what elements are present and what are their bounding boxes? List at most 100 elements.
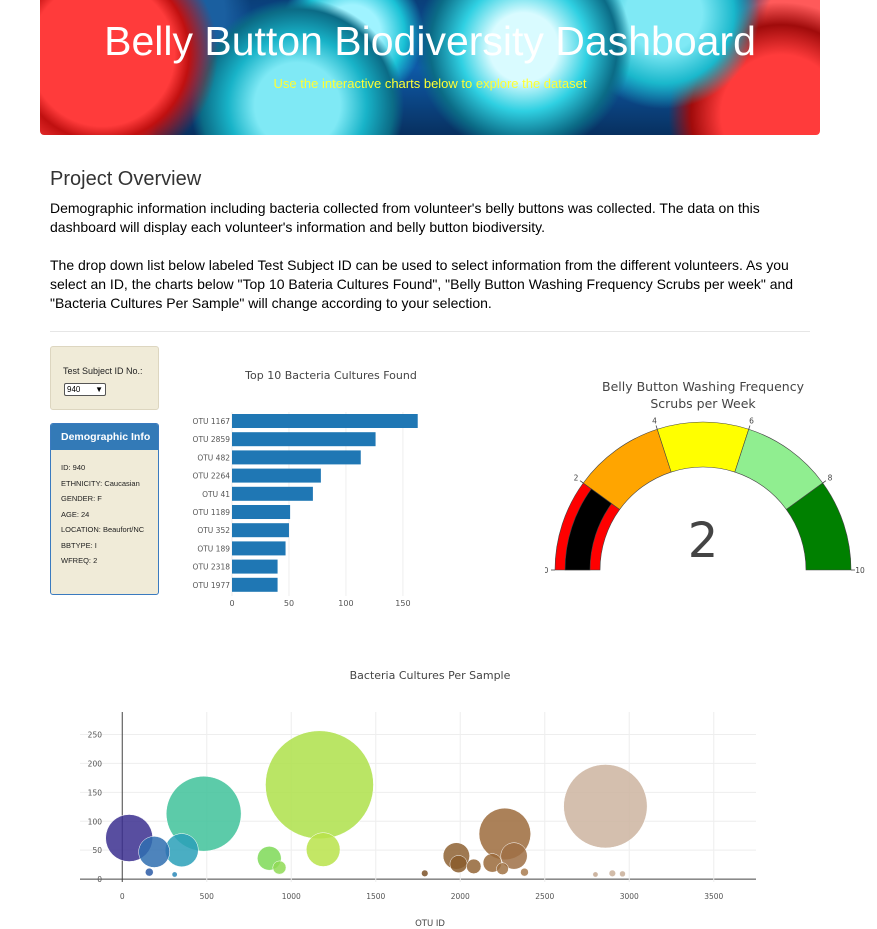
bar-category-label: OTU 2264	[193, 472, 231, 481]
gauge-subtitle: Scrubs per Week	[650, 396, 756, 411]
bubble-y-tick-label: 250	[88, 730, 103, 739]
bar	[232, 414, 418, 428]
chevron-down-icon: ▼	[95, 385, 103, 394]
bubble-x-tick-label: 3500	[704, 892, 723, 901]
gauge-tick-label: 8	[828, 474, 833, 483]
washing-frequency-gauge: Belly Button Washing Frequency Scrubs per…	[545, 379, 865, 575]
bubble-point	[500, 842, 528, 870]
gauge-tick-label: 6	[749, 417, 754, 426]
bar	[232, 541, 286, 556]
demographic-row: ID: 940	[61, 463, 86, 472]
bar	[232, 505, 291, 519]
overview-heading: Project Overview	[50, 168, 202, 190]
bubble-point	[138, 836, 171, 868]
bubble-point	[592, 871, 599, 878]
bubble-x-tick-label: 0	[120, 892, 125, 901]
gauge-tick	[748, 425, 751, 430]
bubble-chart-title: Bacteria Cultures Per Sample	[350, 669, 511, 682]
demographic-info-panel: Demographic Info ID: 940 ETHNICITY: Cauca…	[50, 423, 159, 595]
project-overview: Project Overview Demographic information…	[50, 168, 810, 313]
gauge-tick-label: 10	[855, 566, 865, 575]
bar	[232, 577, 278, 592]
page-title: Belly Button Biodiversity Dashboard	[104, 18, 756, 64]
header-banner: Belly Button Biodiversity Dashboard Use …	[40, 0, 820, 135]
gauge-tick	[822, 480, 827, 484]
bar-chart-title: Top 10 Bacteria Cultures Found	[244, 369, 417, 382]
gauge-tick-label: 0	[545, 566, 549, 575]
bubble-x-tick-label: 500	[200, 892, 215, 901]
gauge-tick	[579, 480, 584, 484]
gauge-title: Belly Button Washing Frequency	[602, 379, 805, 394]
top10-bar-chart: Top 10 Bacteria Cultures Found 0 50 100 150 O…	[193, 369, 418, 608]
bubble-x-tick-label: 1000	[282, 892, 301, 901]
test-subject-select-value: 940	[67, 385, 81, 394]
page-subtitle: Use the interactive charts below to expl…	[273, 76, 587, 91]
gauge-tick-label: 2	[574, 474, 579, 483]
bubble-x-tick-label: 3000	[620, 892, 639, 901]
bar	[232, 523, 289, 538]
bubble-point	[608, 869, 616, 877]
divider	[50, 331, 810, 332]
overview-paragraph-1: Demographic information including bacter…	[50, 200, 760, 235]
bubble-point	[563, 764, 648, 849]
bar	[232, 432, 376, 447]
demographic-row: GENDER: F	[61, 494, 102, 503]
bubble-x-tick-label: 2000	[451, 892, 470, 901]
bar-category-label: OTU 352	[197, 526, 230, 535]
bar-x-tick-label: 100	[338, 599, 353, 608]
bar-x-tick-label: 0	[229, 599, 234, 608]
bar-category-label: OTU 189	[197, 544, 230, 553]
demographic-row: WFREQ: 2	[61, 556, 98, 565]
overview-paragraph-2: The drop down list below labeled Test Su…	[50, 257, 794, 311]
demographic-row: LOCATION: Beaufort/NC	[61, 525, 145, 534]
bubble-point	[619, 870, 626, 878]
bubble-y-tick-label: 150	[88, 788, 103, 797]
bubble-point	[466, 858, 482, 874]
bubble-y-tick-label: 200	[88, 759, 103, 768]
demographic-row: ETHNICITY: Caucasian	[61, 478, 140, 488]
bar-category-label: OTU 1167	[193, 417, 231, 426]
test-subject-selector-panel: Test Subject ID No.: 940 ▼	[50, 346, 159, 410]
bubble-y-tick-label: 0	[97, 875, 102, 884]
bar-category-label: OTU 41	[202, 490, 230, 499]
test-subject-label: Test Subject ID No.:	[63, 366, 143, 376]
bar-category-label: OTU 2318	[193, 563, 231, 572]
test-subject-select[interactable]: 940 ▼	[64, 383, 106, 396]
bar-category-label: OTU 482	[197, 453, 230, 462]
bar-x-tick-label: 150	[395, 599, 410, 608]
bubble-point	[272, 860, 287, 875]
demographic-info-body: ID: 940 ETHNICITY: Caucasian GENDER: F AGE:…	[51, 450, 158, 565]
gauge-step	[656, 421, 750, 473]
bar-category-label: OTU 2859	[193, 435, 231, 444]
bubble-point	[496, 862, 509, 875]
bubble-point	[306, 832, 341, 867]
bubble-y-tick-label: 100	[88, 817, 103, 826]
bubble-x-axis-label: OTU ID	[415, 919, 445, 929]
bubble-point	[166, 776, 242, 852]
bar-category-label: OTU 1189	[193, 508, 231, 517]
demographic-row: AGE: 24	[61, 509, 90, 519]
bubble-point	[164, 833, 199, 867]
gauge-value: 2	[688, 513, 719, 569]
bubble-x-tick-label: 1500	[366, 892, 385, 901]
bar	[232, 559, 278, 574]
bacteria-bubble-chart: Bacteria Cultures Per Sample 0 50 100 150 200…	[80, 669, 756, 929]
gauge-value-bar	[564, 488, 613, 571]
gauge-tick	[655, 425, 658, 430]
bubble-point	[171, 871, 178, 878]
bubble-x-tick-label: 2500	[535, 892, 554, 901]
bar	[232, 450, 361, 465]
demographic-row: BBTYPE: I	[61, 540, 97, 550]
gauge-tick-label: 4	[652, 417, 657, 426]
bar-x-tick-label: 50	[284, 599, 294, 608]
bubble-point	[421, 869, 429, 877]
bubble-point	[145, 867, 154, 877]
bar	[232, 486, 313, 501]
bar	[232, 468, 321, 483]
bubble-point	[520, 867, 529, 877]
bubble-y-tick-label: 50	[92, 846, 102, 855]
demographic-info-title: Demographic Info	[51, 424, 158, 450]
bar-category-label: OTU 1977	[193, 581, 231, 590]
bubble-point	[265, 730, 374, 840]
bubble-point	[449, 855, 468, 873]
